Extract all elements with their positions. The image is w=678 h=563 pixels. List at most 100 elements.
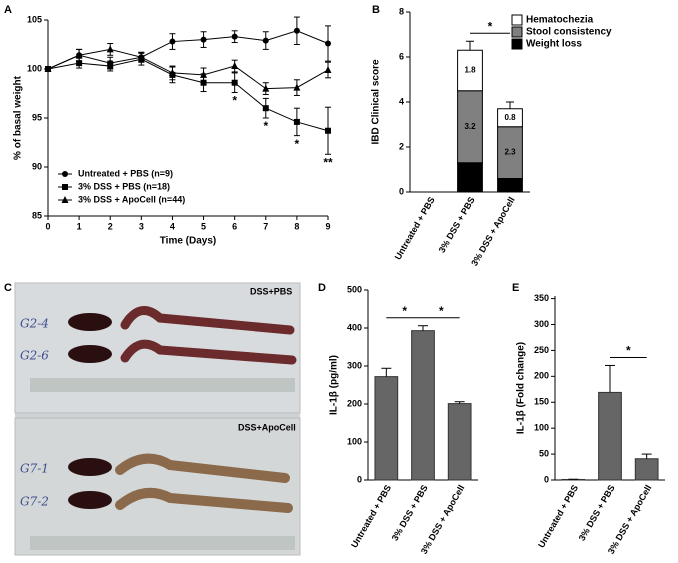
y-tick-label: 2 — [399, 141, 404, 151]
panel-label: E — [512, 282, 519, 294]
y-tick-label: 300 — [534, 319, 549, 329]
y-tick-label: 500 — [347, 284, 362, 294]
y-tick-label: 8 — [399, 6, 404, 16]
photo-panel: DSS+PBS DSS+ApoCell G2-4 G2-6 G7-1 G7-2 … — [4, 282, 301, 556]
legend-swatch — [511, 26, 523, 38]
photo-label: DSS+PBS — [250, 286, 292, 296]
x-tick-label: 4 — [170, 221, 175, 231]
spleen — [68, 345, 112, 363]
legend-label: 3% DSS + ApoCell (n=44) — [78, 194, 185, 204]
point — [107, 63, 114, 70]
y-tick-label: 50 — [539, 448, 549, 458]
x-tick-label: Untreated + PBS — [349, 483, 393, 549]
point — [293, 118, 300, 125]
colon — [115, 453, 290, 483]
annotation: * — [295, 137, 300, 151]
x-axis-label: Time (Days) — [160, 236, 217, 247]
x-tick-label: 7 — [263, 221, 268, 231]
bar — [634, 458, 659, 481]
y-tick-label: 200 — [347, 398, 362, 408]
sample-label: G7-1 — [20, 462, 49, 476]
legend-label: Hematochezia — [526, 15, 594, 26]
point — [169, 38, 176, 45]
x-tick-label: 9 — [325, 221, 330, 231]
bar — [411, 330, 435, 481]
y-axis-label: % of basal weight — [13, 75, 24, 160]
bar-segment — [457, 49, 483, 92]
point — [200, 36, 207, 43]
bar — [447, 403, 472, 481]
y-axis-label: IBD Clinical score — [371, 59, 382, 144]
y-axis-label: IL-1β (Fold change) — [516, 342, 527, 434]
point — [231, 33, 238, 40]
x-tick-label: 3 — [139, 221, 144, 231]
point — [44, 65, 52, 72]
point — [231, 79, 238, 86]
annotation: * — [402, 304, 407, 318]
y-tick-label: 105 — [27, 14, 42, 24]
point — [325, 127, 331, 134]
x-tick-label: 3% DSS + PBS — [437, 195, 477, 254]
annotation: * — [488, 19, 493, 33]
x-tick-label: 3% DSS + ApoCell — [469, 195, 517, 267]
bar-segment — [457, 162, 483, 193]
annotation: * — [263, 119, 268, 133]
sample-label: G2-4 — [20, 317, 49, 331]
legend-marker — [62, 171, 68, 177]
point — [200, 79, 207, 86]
annotation: * — [626, 344, 631, 358]
value-label: 2.3 — [504, 148, 516, 157]
annotation: * — [232, 94, 237, 108]
point — [137, 53, 145, 61]
photo-bottom — [14, 417, 301, 556]
point — [168, 68, 176, 76]
legend-marker — [61, 196, 69, 203]
point — [76, 60, 83, 67]
point — [262, 84, 270, 92]
panel-label: C — [4, 282, 12, 294]
y-tick-label: 300 — [347, 360, 362, 370]
y-tick-label: 100 — [347, 436, 362, 446]
point — [262, 37, 269, 44]
legend-marker — [62, 184, 68, 190]
bar — [374, 376, 399, 481]
legend-label: 3% DSS + PBS (n=18) — [78, 181, 170, 191]
colon — [120, 339, 297, 365]
y-tick-label: 350 — [534, 293, 549, 303]
point — [262, 105, 269, 112]
x-tick-label: 8 — [294, 221, 299, 231]
y-tick-label: 200 — [534, 371, 549, 381]
y-tick-label: 100 — [27, 63, 42, 73]
colon — [120, 306, 295, 335]
sample-label: G7-2 — [20, 495, 49, 509]
photo-label: DSS+ApoCell — [238, 422, 296, 432]
legend-swatch — [511, 38, 523, 50]
value-label: 1.8 — [464, 66, 476, 75]
value-label: 0.8 — [504, 113, 516, 122]
point — [293, 27, 300, 34]
point — [75, 51, 83, 59]
series-line — [47, 58, 329, 132]
ruler — [30, 536, 295, 550]
y-tick-label: 4 — [399, 96, 404, 106]
point — [106, 45, 114, 53]
value-label: 1.3 — [464, 172, 476, 181]
value-label: 0.6 — [504, 180, 516, 189]
y-tick-label: 95 — [32, 112, 42, 122]
y-tick-label: 150 — [534, 397, 549, 407]
sample-label: G2-6 — [20, 349, 49, 363]
ruler — [30, 378, 295, 392]
x-tick-label: 1 — [77, 221, 82, 231]
legend-swatch — [511, 14, 523, 26]
x-tick-label: 3% DSS + PBS — [390, 483, 430, 542]
y-tick-label: 6 — [399, 51, 404, 61]
value-label: 3.2 — [464, 122, 476, 131]
point — [324, 65, 332, 73]
panel-label: D — [318, 282, 326, 294]
point — [231, 62, 239, 70]
y-tick-label: 400 — [347, 322, 362, 332]
y-tick-label: 0 — [357, 474, 362, 484]
y-tick-label: 90 — [32, 161, 42, 171]
spleen — [68, 458, 112, 476]
